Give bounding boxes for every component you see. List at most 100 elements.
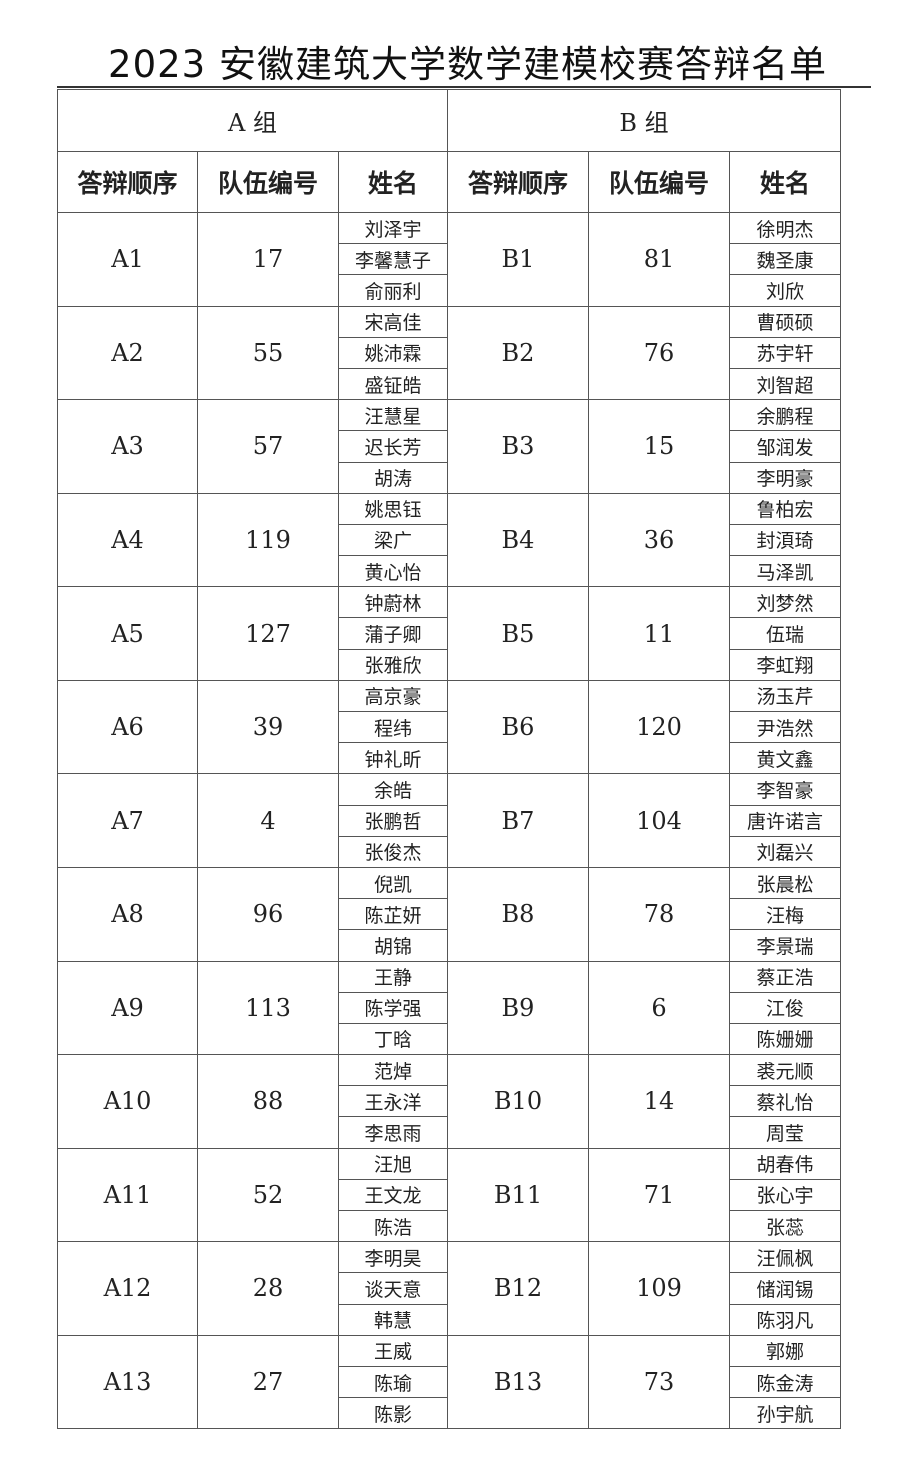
table-row: 谈天意 储润锡 (58, 1272, 841, 1305)
member-name-b: 黄文鑫 (729, 742, 841, 775)
order-b: B8 (447, 866, 589, 962)
order-a: A10 (57, 1054, 198, 1149)
member-name-a: 程纬 (338, 710, 448, 744)
table-row: 程纬 尹浩然 (58, 710, 841, 744)
order-a: A8 (57, 866, 198, 962)
member-name-a: 钟蔚林 (338, 586, 448, 619)
member-name-b: 刘梦然 (729, 586, 841, 619)
table-row: 俞丽利 刘欣 (58, 274, 841, 307)
member-name-a: 谈天意 (338, 1272, 448, 1305)
order-b: B12 (447, 1241, 589, 1336)
group-b-label: B 组 (447, 89, 841, 152)
member-name-b: 曹硕硕 (729, 305, 841, 338)
member-name-a: 张鹏哲 (338, 804, 448, 837)
header-team-a: 队伍编号 (197, 151, 339, 213)
team-number-b: 120 (588, 679, 730, 775)
member-name-b: 李景瑞 (729, 929, 841, 962)
member-name-b: 唐许诺言 (729, 804, 841, 837)
team-number-a: 113 (197, 960, 339, 1056)
group-a-label: A 组 (57, 89, 448, 152)
table-row: 陈学强 江俊 (58, 991, 841, 1024)
member-name-b: 马泽凯 (729, 555, 841, 588)
member-name-a: 姚思钰 (338, 492, 448, 525)
member-name-b: 刘欣 (729, 274, 841, 307)
member-name-b: 陈羽凡 (729, 1303, 841, 1336)
order-b: B13 (447, 1334, 589, 1430)
member-name-a: 黄心怡 (338, 555, 448, 588)
column-header-row: 答辩顺序 队伍编号 姓名 答辩顺序 队伍编号 姓名 (57, 151, 841, 213)
team-number-b: 78 (588, 866, 730, 962)
member-name-b: 封湏琦 (729, 523, 841, 557)
member-name-a: 陈芷妍 (338, 898, 448, 931)
table-row: A1 17 刘泽宇 B1 81 徐明杰 (57, 211, 841, 307)
team-number-b: 109 (588, 1241, 730, 1336)
member-name-a: 范焯 (338, 1054, 448, 1087)
order-a: A13 (57, 1334, 198, 1430)
table-row: 韩慧 陈羽凡 (58, 1303, 841, 1336)
table-row: A2 55 宋高佳 B2 76 曹硕硕 (57, 305, 841, 401)
member-name-b: 蔡正浩 (729, 960, 841, 993)
table-row: A8 96 倪凯 B8 78 张晨松 (57, 866, 841, 962)
table-row: A7 4 余皓 B7 104 李智豪 (57, 773, 841, 868)
team-number-b: 81 (588, 212, 730, 307)
order-a: A3 (57, 399, 198, 494)
member-name-b: 郭娜 (729, 1334, 841, 1367)
member-name-b: 张蕊 (729, 1209, 841, 1243)
table-row: 李思雨 周莹 (58, 1116, 841, 1149)
member-name-a: 王文龙 (338, 1178, 448, 1212)
table-row: 梁广 封湏琦 (58, 523, 841, 557)
order-b: B1 (447, 212, 589, 307)
table-row: A12 28 李明昊 B12 109 汪佩枫 (57, 1241, 841, 1336)
member-name-a: 汪旭 (338, 1147, 448, 1180)
member-name-a: 陈学强 (338, 991, 448, 1024)
member-name-b: 苏宇轩 (729, 336, 841, 369)
member-name-b: 徐明杰 (729, 211, 841, 245)
table-row: A10 88 范焯 B10 14 裘元顺 (57, 1054, 841, 1149)
table-row: 李馨慧子 魏圣康 (58, 243, 841, 276)
member-name-a: 陈影 (338, 1397, 448, 1430)
table-row: A5 127 钟蔚林 B5 11 刘梦然 (57, 586, 841, 681)
order-b: B5 (447, 586, 589, 681)
header-team-b: 队伍编号 (588, 151, 730, 213)
team-number-b: 11 (588, 586, 730, 681)
member-name-a: 盛钲皓 (338, 367, 448, 401)
header-order-b: 答辩顺序 (447, 151, 589, 213)
member-name-a: 韩慧 (338, 1303, 448, 1336)
team-number-b: 71 (588, 1147, 730, 1243)
member-name-b: 汤玉芹 (729, 679, 841, 713)
member-name-b: 张晨松 (729, 866, 841, 900)
table-row: 胡锦 李景瑞 (58, 929, 841, 962)
member-name-b: 尹浩然 (729, 710, 841, 744)
header-order-a: 答辩顺序 (57, 151, 198, 213)
team-number-a: 17 (197, 212, 339, 307)
member-name-b: 孙宇航 (729, 1397, 841, 1430)
order-a: A4 (57, 492, 198, 588)
member-name-b: 裘元顺 (729, 1054, 841, 1087)
team-number-a: 4 (197, 773, 339, 868)
order-a: A9 (57, 960, 198, 1056)
table-row: 张鹏哲 唐许诺言 (58, 804, 841, 837)
team-number-b: 6 (588, 960, 730, 1056)
member-name-a: 张俊杰 (338, 835, 448, 868)
table-row: 钟礼昕 黄文鑫 (58, 742, 841, 775)
member-name-b: 蔡礼怡 (729, 1085, 841, 1118)
member-name-b: 储润锡 (729, 1272, 841, 1305)
member-name-a: 汪慧星 (338, 399, 448, 432)
table-row: A6 39 高京豪 B6 120 汤玉芹 (57, 679, 841, 775)
table-row: 张俊杰 刘磊兴 (58, 835, 841, 868)
table-row: 陈影 孙宇航 (58, 1397, 841, 1430)
member-name-a: 刘泽宇 (338, 211, 448, 245)
member-name-b: 李智豪 (729, 773, 841, 806)
table-row: A3 57 汪慧星 B3 15 余鹏程 (57, 399, 841, 494)
table-row: 陈芷妍 汪梅 (58, 898, 841, 931)
member-name-a: 王永洋 (338, 1085, 448, 1118)
member-name-a: 余皓 (338, 773, 448, 806)
header-name-a: 姓名 (338, 151, 448, 213)
table-row: 胡涛 李明豪 (58, 461, 841, 494)
member-name-a: 倪凯 (338, 866, 448, 900)
table-row: A11 52 汪旭 B11 71 胡春伟 (57, 1147, 841, 1243)
member-name-b: 鲁柏宏 (729, 492, 841, 525)
member-name-a: 李思雨 (338, 1116, 448, 1149)
member-name-a: 迟长芳 (338, 430, 448, 463)
title-underline (57, 86, 871, 88)
